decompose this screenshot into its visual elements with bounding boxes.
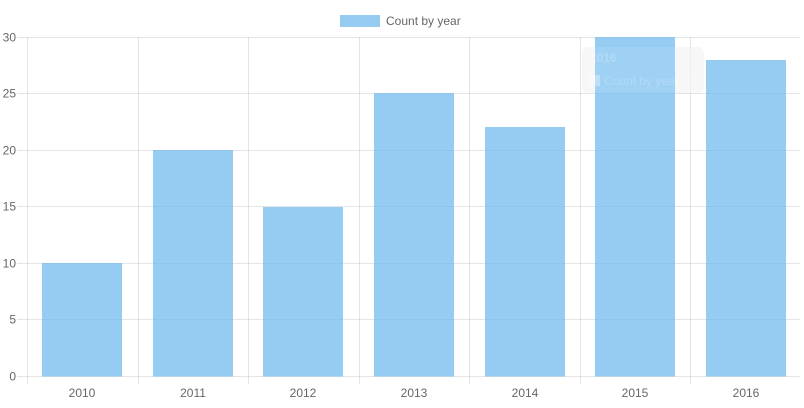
svg-text:2016: 2016 <box>733 386 760 400</box>
svg-text:2012: 2012 <box>290 386 317 400</box>
svg-text:20: 20 <box>3 144 17 158</box>
svg-text:25: 25 <box>3 87 17 101</box>
svg-text:2015: 2015 <box>622 386 649 400</box>
svg-text:15: 15 <box>3 200 17 214</box>
svg-text:2010: 2010 <box>69 386 96 400</box>
svg-text:30: 30 <box>3 31 17 45</box>
svg-text:10: 10 <box>3 257 17 271</box>
svg-text:2016: 2016 <box>590 51 617 65</box>
svg-text:Count by year: 28: Count by year: 28 <box>604 74 699 88</box>
svg-text:2011: 2011 <box>180 386 206 400</box>
svg-text:0: 0 <box>9 370 16 384</box>
svg-text:2014: 2014 <box>512 386 539 400</box>
svg-text:Count by year: Count by year <box>386 14 461 28</box>
svg-text:2013: 2013 <box>401 386 428 400</box>
svg-text:5: 5 <box>9 313 16 327</box>
